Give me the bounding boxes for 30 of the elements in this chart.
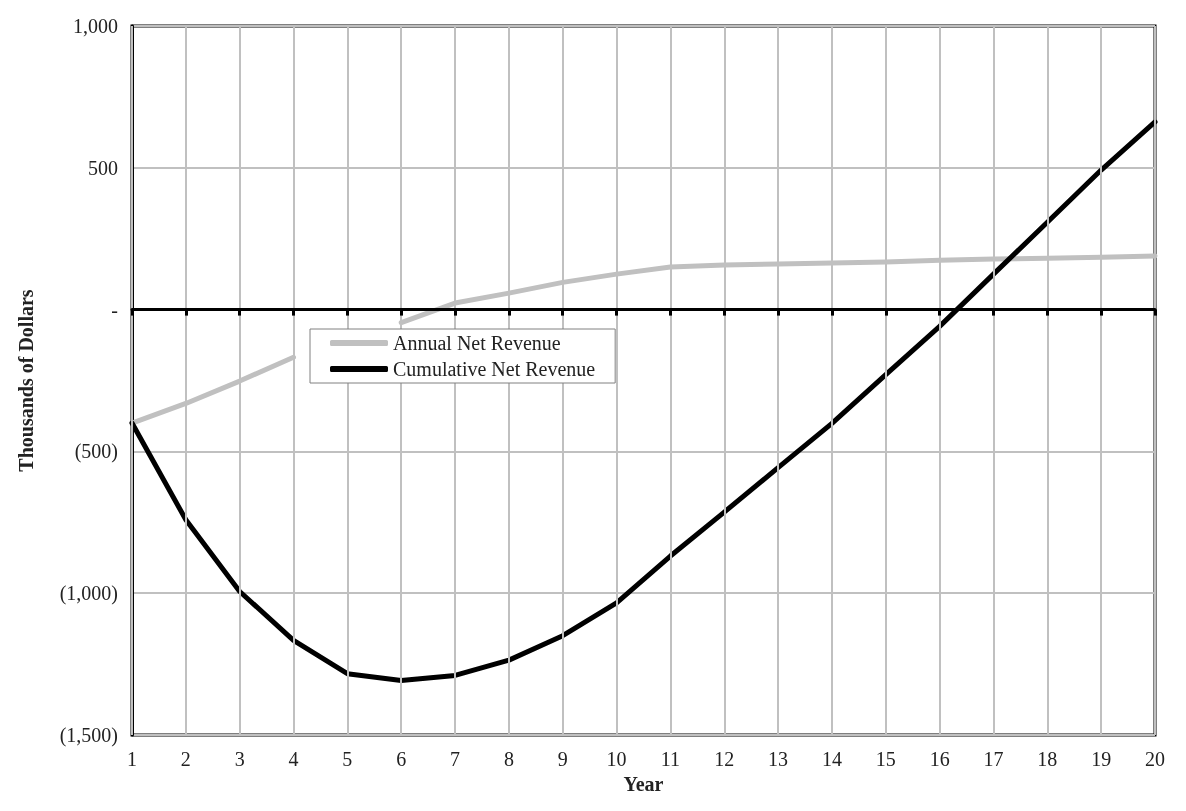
x-tick-label: 14 <box>821 748 842 770</box>
y-axis-title: Thousands of Dollars <box>15 289 37 472</box>
x-tick-label: 4 <box>288 748 299 770</box>
y-tick-label: 1,000 <box>73 15 118 37</box>
x-tick-label: 15 <box>875 748 896 770</box>
x-tick-label: 17 <box>983 748 1004 770</box>
x-tick-label: 8 <box>503 748 514 770</box>
x-tick-label: 12 <box>714 748 735 770</box>
x-tick-label: 1 <box>127 748 137 770</box>
x-tick-label: 3 <box>234 748 245 770</box>
y-tick-label: - <box>111 298 118 321</box>
x-tick-label: 5 <box>342 748 353 770</box>
x-tick-label: 19 <box>1091 748 1112 770</box>
x-tick-label: 16 <box>929 748 950 770</box>
legend-label: Cumulative Net Revenue <box>393 358 596 380</box>
y-tick-label: (500) <box>74 440 118 464</box>
x-axis-title: Year <box>623 772 664 795</box>
y-tick-label: (1,000) <box>59 582 118 606</box>
y-tick-label: 500 <box>88 156 118 179</box>
x-tick-label: 9 <box>557 748 568 770</box>
x-tick-label: 18 <box>1037 748 1058 770</box>
x-tick-label: 2 <box>180 748 191 770</box>
x-tick-label: 7 <box>450 748 461 770</box>
x-tick-label: 6 <box>396 748 407 770</box>
x-tick-label: 11 <box>660 748 681 770</box>
x-tick-label: 10 <box>606 748 627 770</box>
legend-label: Annual Net Revenue <box>393 332 561 354</box>
x-tick-label: 20 <box>1145 748 1165 770</box>
y-tick-label: (1,500) <box>59 724 118 747</box>
x-tick-label: 13 <box>768 748 789 770</box>
